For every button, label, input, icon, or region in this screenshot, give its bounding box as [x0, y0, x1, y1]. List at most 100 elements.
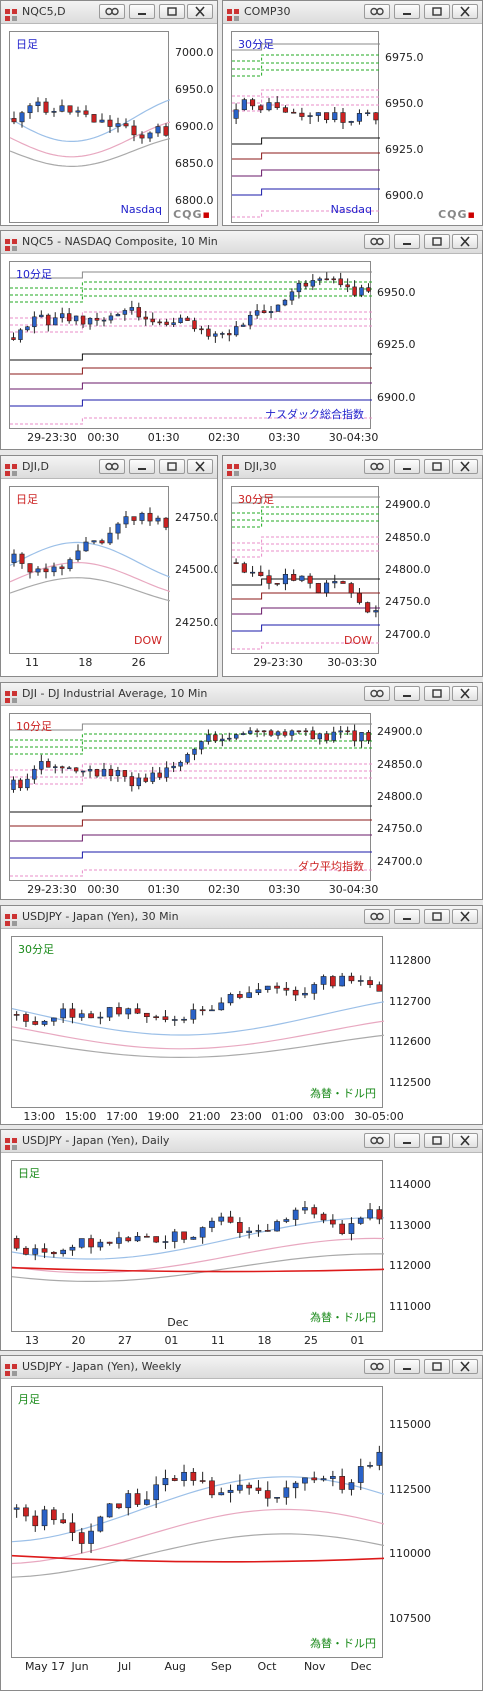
window-titlebar[interactable]: COMP30: [223, 1, 482, 24]
maximize-button[interactable]: [424, 909, 450, 924]
candle-body: [18, 329, 23, 340]
maximize-button[interactable]: [424, 4, 450, 19]
chart-window-usdjpy30[interactable]: USDJPY - Japan (Yen), 30 Min 30分足 為替・ドル円 11…: [0, 905, 483, 1125]
x-axis-tick-label: 00:30: [87, 883, 120, 896]
plot-area[interactable]: 日足 DOW: [9, 486, 170, 654]
y-axis-tick-label: 6950.0: [175, 83, 214, 97]
candle-body: [129, 307, 135, 311]
link-button[interactable]: [364, 4, 390, 19]
level-line: [10, 733, 372, 741]
close-button[interactable]: [452, 1359, 478, 1374]
candle-body: [115, 314, 121, 317]
maximize-button[interactable]: [424, 1133, 450, 1148]
candle-body: [266, 102, 272, 111]
chart-window-nq-daily[interactable]: NQC5,D 日足 Nasdaq 7000.0 6950.0 6900.0 6850.0 68…: [0, 0, 218, 226]
candle-body: [129, 776, 135, 787]
window-titlebar[interactable]: DJI,D: [1, 456, 217, 479]
minimize-icon: [395, 911, 419, 922]
close-button[interactable]: [452, 4, 478, 19]
plot-area[interactable]: 30分足 DOW: [231, 486, 380, 654]
maximize-button[interactable]: [424, 234, 450, 249]
candle-body: [199, 1227, 206, 1238]
window-titlebar[interactable]: USDJPY - Japan (Yen), Daily: [1, 1130, 482, 1153]
chart-window-usdjpy-weekly[interactable]: USDJPY - Japan (Yen), Weekly 月足 為替・ドル円 1150…: [0, 1355, 483, 1691]
plot-area[interactable]: 30分足 為替・ドル円: [11, 936, 384, 1108]
candle-body: [302, 992, 308, 996]
chart-window-dji30[interactable]: DJI,30 30分足 DOW 24900.0 24850.0 24800.0 24750.…: [222, 455, 483, 677]
link-button[interactable]: [364, 1359, 390, 1374]
x-axis-tick-label: 30-03:30: [327, 225, 377, 226]
link-button[interactable]: [364, 459, 390, 474]
candle-body: [199, 1009, 206, 1012]
candle-body: [247, 730, 253, 734]
plot-area[interactable]: 日足 Nasdaq: [9, 31, 170, 223]
link-button[interactable]: [364, 1133, 390, 1148]
minimize-button[interactable]: [129, 459, 155, 474]
link-button[interactable]: [364, 686, 390, 701]
maximize-button[interactable]: [159, 4, 185, 19]
candle-body: [296, 730, 302, 733]
close-button[interactable]: [452, 234, 478, 249]
minimize-button[interactable]: [129, 4, 155, 19]
link-button[interactable]: [364, 234, 390, 249]
window-titlebar[interactable]: NQC5 - NASDAQ Composite, 10 Min: [1, 231, 482, 254]
close-button[interactable]: [452, 686, 478, 701]
plot-area[interactable]: 30分足 Nasdaq: [231, 31, 380, 223]
link-button[interactable]: [364, 909, 390, 924]
candle-body: [115, 770, 121, 777]
maximize-button[interactable]: [424, 459, 450, 474]
link-button[interactable]: [99, 4, 125, 19]
minimize-button[interactable]: [394, 4, 420, 19]
window-titlebar[interactable]: DJI,30: [223, 456, 482, 479]
candle-body: [190, 1236, 197, 1240]
minimize-button[interactable]: [394, 686, 420, 701]
candle-body: [60, 1008, 67, 1019]
chart-window-usdjpy-daily[interactable]: USDJPY - Japan (Yen), Daily 日足 為替・ドル円 11400…: [0, 1129, 483, 1351]
minimize-button[interactable]: [394, 1359, 420, 1374]
chart-window-dji-daily[interactable]: DJI,D 日足 DOW 24750.0 24500.0 24250.0 11 18 26: [0, 455, 218, 677]
y-axis-tick-label: 112800: [389, 953, 431, 967]
close-button[interactable]: [187, 459, 213, 474]
candle-body: [282, 107, 289, 113]
chart-window-dji10[interactable]: DJI - DJ Industrial Average, 10 Min 10分足ダ…: [0, 682, 483, 900]
window-titlebar[interactable]: DJI - DJ Industrial Average, 10 Min: [1, 683, 482, 706]
level-line: [232, 188, 380, 196]
maximize-button[interactable]: [159, 459, 185, 474]
candle-body: [320, 1478, 327, 1481]
candle-body: [171, 1231, 178, 1242]
plot-area[interactable]: 月足 為替・ドル円: [11, 1386, 384, 1658]
link-button[interactable]: [99, 459, 125, 474]
candle-body: [115, 523, 121, 534]
minimize-button[interactable]: [394, 459, 420, 474]
chart-window-comp30[interactable]: COMP30 30分足 Nasdaq 6975.0 6950.0 6925.0 6900.0…: [222, 0, 483, 226]
plot-area[interactable]: 日足 為替・ドル円: [11, 1160, 384, 1332]
close-icon: [453, 236, 477, 247]
candle-body: [329, 1476, 336, 1479]
close-button[interactable]: [452, 909, 478, 924]
close-button[interactable]: [452, 459, 478, 474]
maximize-button[interactable]: [424, 1359, 450, 1374]
window-titlebar[interactable]: NQC5,D: [1, 1, 217, 24]
link-icon: [365, 688, 389, 699]
maximize-icon: [425, 1361, 449, 1372]
candle-body: [88, 1013, 94, 1019]
minimize-icon: [395, 236, 419, 247]
level-line: [232, 89, 380, 97]
minimize-button[interactable]: [394, 234, 420, 249]
minimize-button[interactable]: [394, 909, 420, 924]
candle-body: [150, 772, 155, 782]
minimize-button[interactable]: [394, 1133, 420, 1148]
window-titlebar[interactable]: USDJPY - Japan (Yen), Weekly: [1, 1356, 482, 1379]
plot-area[interactable]: 10分足 ナスダック総合指数: [9, 261, 372, 429]
level-line: [232, 536, 380, 544]
y-axis-tick-label: 24800.0: [385, 563, 431, 576]
close-button[interactable]: [187, 4, 213, 19]
plot-area[interactable]: 10分足 ダウ平均指数: [9, 713, 372, 881]
close-button[interactable]: [452, 1133, 478, 1148]
chart-window-nq10[interactable]: NQC5 - NASDAQ Composite, 10 Min 10分足 ナスダック…: [0, 230, 483, 450]
candle-body: [59, 566, 65, 569]
maximize-button[interactable]: [424, 686, 450, 701]
candle-body: [352, 730, 357, 742]
window-titlebar[interactable]: USDJPY - Japan (Yen), 30 Min: [1, 906, 482, 929]
candle-body: [87, 769, 93, 772]
